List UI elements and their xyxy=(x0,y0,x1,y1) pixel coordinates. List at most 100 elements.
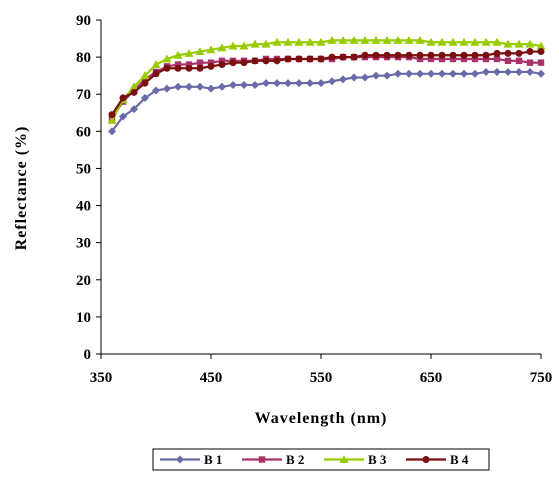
data-point xyxy=(482,55,490,63)
data-point xyxy=(163,84,171,93)
data-point xyxy=(394,69,402,78)
data-point xyxy=(372,51,380,59)
x-tick-label: 550 xyxy=(310,370,333,386)
data-point xyxy=(416,55,424,63)
data-point xyxy=(207,62,215,70)
data-point xyxy=(339,75,347,84)
data-point xyxy=(119,112,127,121)
series-1 xyxy=(108,67,545,136)
y-tick-label: 60 xyxy=(76,124,91,140)
x-tick-label: 450 xyxy=(200,370,223,386)
data-point xyxy=(492,37,502,46)
data-point xyxy=(393,35,403,44)
legend-swatch-marker xyxy=(258,456,266,463)
data-point xyxy=(471,55,479,63)
data-point xyxy=(195,47,205,56)
data-point xyxy=(460,55,468,63)
data-point xyxy=(152,70,160,78)
x-tick-label: 750 xyxy=(530,370,553,386)
data-point xyxy=(218,82,226,91)
data-point xyxy=(382,35,392,44)
data-point xyxy=(493,55,501,63)
data-point xyxy=(526,59,534,66)
legend: B 1 B 2 B 3 B 4 xyxy=(152,448,490,471)
legend-swatch-marker xyxy=(176,455,184,464)
data-point xyxy=(141,93,149,102)
data-point xyxy=(184,48,194,57)
data-point xyxy=(185,64,193,72)
x-tick-label: 650 xyxy=(420,370,443,386)
data-point xyxy=(416,51,424,59)
data-point xyxy=(130,105,138,114)
data-point xyxy=(162,54,172,63)
y-tick-label: 40 xyxy=(76,199,91,215)
data-point xyxy=(415,35,425,44)
data-point xyxy=(449,55,457,63)
data-point xyxy=(130,88,138,96)
data-point xyxy=(537,59,545,66)
data-point xyxy=(196,59,204,66)
data-point xyxy=(196,82,204,91)
data-point xyxy=(416,69,424,78)
data-point xyxy=(372,71,380,80)
series-4 xyxy=(108,48,545,119)
data-point xyxy=(350,73,358,82)
data-point xyxy=(482,51,490,59)
data-point xyxy=(470,37,480,46)
series-line xyxy=(111,50,541,116)
data-point xyxy=(207,59,215,66)
y-tick-label: 0 xyxy=(84,347,92,363)
data-point xyxy=(438,69,446,78)
data-point xyxy=(449,51,457,59)
data-point xyxy=(273,57,281,65)
data-point xyxy=(174,82,182,91)
data-point xyxy=(207,84,215,93)
data-point xyxy=(152,86,160,95)
data-point xyxy=(514,39,524,48)
data-point xyxy=(537,69,545,78)
legend-label: B 4 xyxy=(450,452,469,467)
data-point xyxy=(460,69,468,78)
legend-label: B 3 xyxy=(368,452,387,467)
data-point xyxy=(317,79,325,88)
data-point xyxy=(427,55,435,63)
legend-swatch-marker xyxy=(339,455,349,463)
data-point xyxy=(360,35,370,44)
data-point xyxy=(151,60,161,69)
data-point xyxy=(218,61,226,69)
data-point xyxy=(140,71,150,80)
data-point xyxy=(481,37,491,46)
data-point xyxy=(261,39,271,48)
data-point xyxy=(272,37,282,46)
data-point xyxy=(251,80,259,89)
series-3 xyxy=(107,35,546,124)
data-point xyxy=(129,82,139,91)
data-point xyxy=(262,79,270,88)
y-tick-label: 10 xyxy=(76,310,91,326)
y-tick-label: 80 xyxy=(76,50,91,66)
data-point xyxy=(526,48,534,56)
data-point xyxy=(328,53,336,61)
legend-box xyxy=(152,448,490,471)
data-point xyxy=(437,37,447,46)
x-axis-title: Wavelength (nm) xyxy=(255,410,388,427)
data-point xyxy=(305,37,315,46)
data-point xyxy=(294,37,304,46)
data-point xyxy=(250,39,260,48)
y-tick-label: 50 xyxy=(76,161,91,177)
data-point xyxy=(482,67,490,76)
data-point xyxy=(471,51,479,59)
data-point xyxy=(206,45,216,54)
data-point xyxy=(339,53,347,61)
data-point xyxy=(141,76,149,83)
data-point xyxy=(460,51,468,59)
y-tick-label: 70 xyxy=(76,87,91,103)
data-point xyxy=(515,57,523,65)
data-point xyxy=(471,69,479,78)
data-point xyxy=(350,53,358,61)
data-point xyxy=(284,79,292,88)
data-point xyxy=(295,79,303,88)
data-point xyxy=(361,51,369,59)
data-point xyxy=(427,51,435,59)
